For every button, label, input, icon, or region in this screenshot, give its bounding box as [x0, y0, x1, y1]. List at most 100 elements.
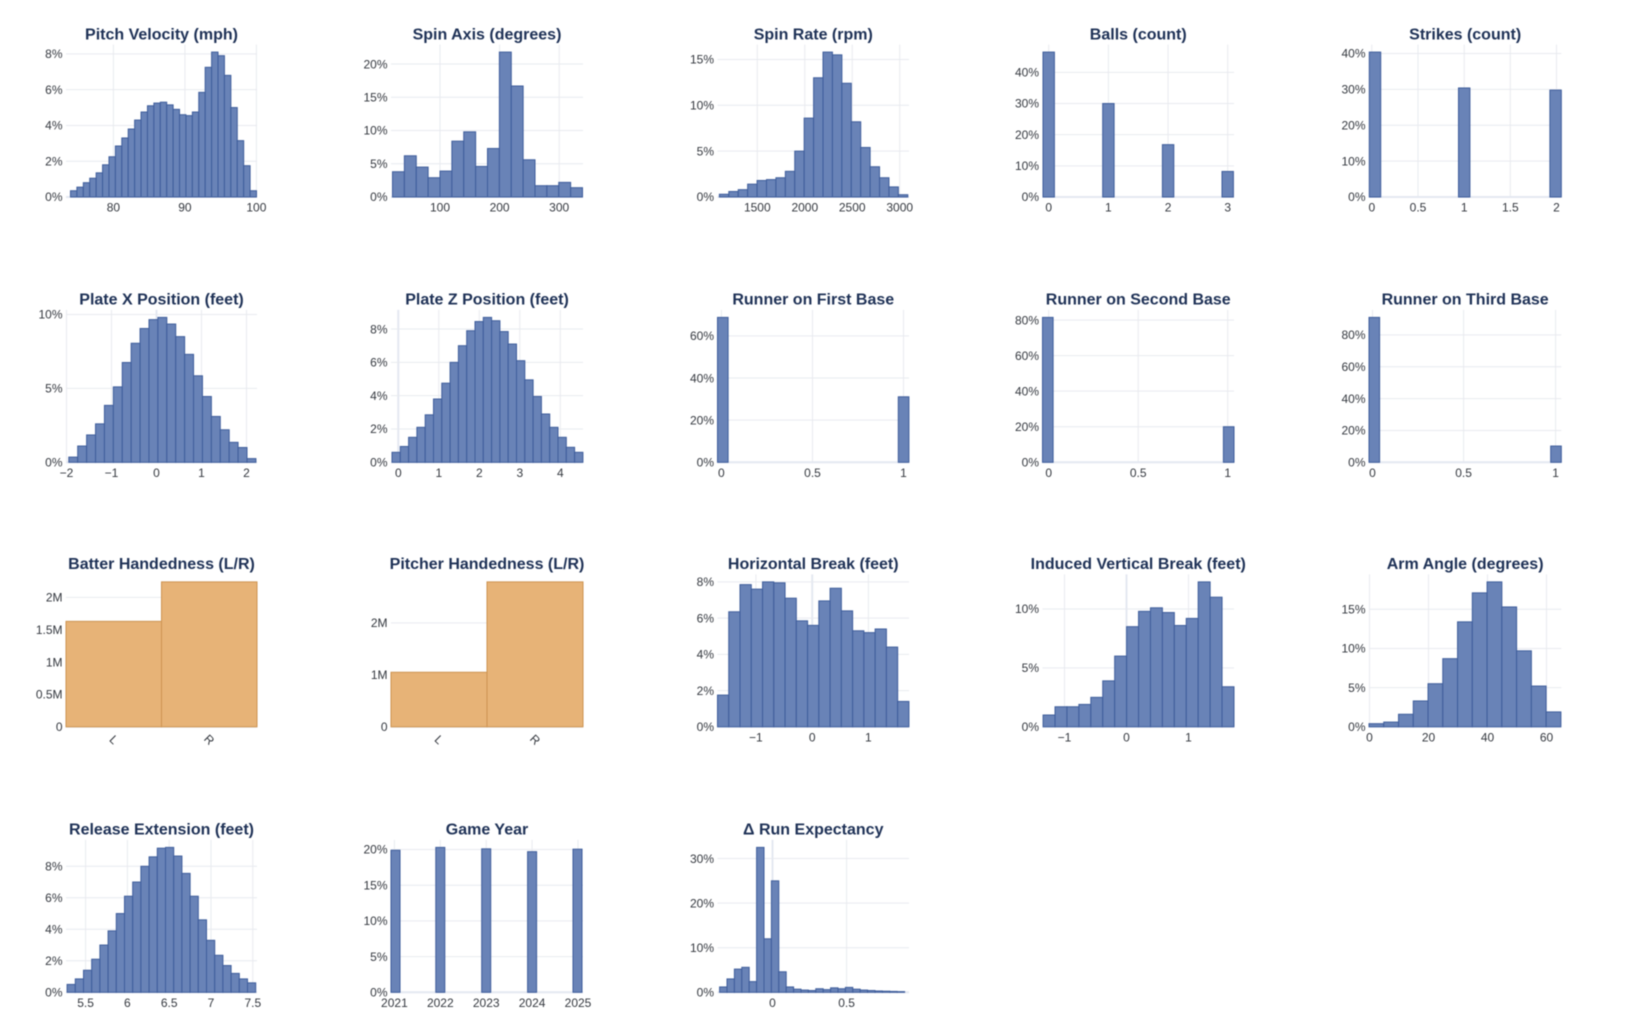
svg-text:1: 1 — [1461, 201, 1468, 215]
svg-text:Batter Handedness (L/R): Batter Handedness (L/R) — [68, 556, 255, 573]
svg-text:300: 300 — [549, 201, 569, 215]
svg-text:20%: 20% — [363, 843, 387, 857]
svg-text:10%: 10% — [1015, 159, 1039, 173]
svg-text:10%: 10% — [1341, 642, 1365, 656]
svg-text:30%: 30% — [690, 852, 714, 866]
svg-text:60%: 60% — [690, 329, 714, 343]
svg-text:10%: 10% — [363, 914, 387, 928]
svg-text:0: 0 — [1368, 201, 1375, 215]
svg-text:6: 6 — [124, 996, 131, 1010]
svg-text:1: 1 — [865, 730, 872, 744]
svg-text:0.5: 0.5 — [804, 466, 821, 480]
svg-text:0%: 0% — [370, 986, 388, 1000]
svg-text:30%: 30% — [1015, 97, 1039, 111]
svg-text:20%: 20% — [690, 413, 714, 427]
svg-text:2: 2 — [1165, 201, 1172, 215]
svg-text:40%: 40% — [1015, 66, 1039, 80]
svg-text:40%: 40% — [1341, 392, 1365, 406]
svg-text:1.5M: 1.5M — [36, 623, 63, 637]
svg-text:0: 0 — [56, 720, 63, 734]
svg-text:0%: 0% — [45, 456, 63, 470]
svg-text:0: 0 — [809, 730, 816, 744]
svg-text:0: 0 — [1366, 730, 1373, 744]
svg-text:0%: 0% — [1348, 190, 1366, 204]
svg-text:4%: 4% — [370, 389, 388, 403]
svg-text:6%: 6% — [697, 611, 715, 625]
svg-text:Plate X Position (feet): Plate X Position (feet) — [79, 292, 243, 309]
svg-text:15%: 15% — [1341, 603, 1365, 617]
svg-text:2%: 2% — [697, 684, 715, 698]
svg-text:0%: 0% — [697, 456, 715, 470]
svg-text:100: 100 — [430, 201, 450, 215]
svg-text:0%: 0% — [697, 190, 715, 204]
svg-text:0.5: 0.5 — [1455, 466, 1472, 480]
svg-text:1: 1 — [1552, 466, 1559, 480]
svg-text:0%: 0% — [45, 190, 63, 204]
svg-text:7: 7 — [208, 996, 215, 1010]
svg-text:0: 0 — [381, 720, 388, 734]
svg-text:−1: −1 — [1058, 730, 1072, 744]
svg-text:Horizontal Break (feet): Horizontal Break (feet) — [728, 556, 899, 573]
svg-text:Runner on First Base: Runner on First Base — [732, 292, 894, 309]
svg-text:Runner on Third Base: Runner on Third Base — [1382, 292, 1549, 309]
svg-text:Δ Run Expectancy: Δ Run Expectancy — [743, 822, 884, 839]
svg-text:0: 0 — [395, 466, 402, 480]
svg-text:5%: 5% — [1022, 661, 1040, 675]
svg-text:Game Year: Game Year — [446, 822, 528, 839]
svg-text:20%: 20% — [1015, 128, 1039, 142]
svg-text:200: 200 — [490, 201, 510, 215]
svg-text:10%: 10% — [690, 941, 714, 955]
svg-text:0%: 0% — [1022, 720, 1040, 734]
svg-text:1M: 1M — [371, 668, 388, 682]
svg-text:3000: 3000 — [886, 201, 913, 215]
svg-text:40%: 40% — [1015, 384, 1039, 398]
svg-text:7.5: 7.5 — [244, 996, 261, 1010]
svg-text:3: 3 — [516, 466, 523, 480]
svg-text:0.5M: 0.5M — [36, 688, 63, 702]
svg-text:1: 1 — [1224, 466, 1231, 480]
svg-text:0%: 0% — [1022, 456, 1040, 470]
svg-text:0%: 0% — [1348, 720, 1366, 734]
svg-text:90: 90 — [178, 201, 192, 215]
svg-text:5%: 5% — [697, 144, 715, 158]
svg-text:0: 0 — [153, 466, 160, 480]
svg-text:2: 2 — [243, 466, 250, 480]
svg-text:4%: 4% — [45, 119, 63, 133]
svg-text:Arm Angle (degrees): Arm Angle (degrees) — [1387, 556, 1544, 573]
svg-text:2500: 2500 — [839, 201, 866, 215]
svg-text:60: 60 — [1540, 730, 1554, 744]
svg-text:1M: 1M — [46, 655, 63, 669]
svg-text:15%: 15% — [690, 53, 714, 67]
svg-text:5%: 5% — [1348, 681, 1366, 695]
svg-text:0.5: 0.5 — [1130, 466, 1147, 480]
svg-text:Induced Vertical Break (feet): Induced Vertical Break (feet) — [1031, 556, 1246, 573]
svg-text:3: 3 — [1224, 201, 1231, 215]
svg-text:0: 0 — [769, 996, 776, 1010]
svg-text:0%: 0% — [45, 986, 63, 1000]
svg-text:Pitch Velocity (mph): Pitch Velocity (mph) — [85, 26, 238, 43]
svg-text:100: 100 — [246, 201, 266, 215]
svg-text:0%: 0% — [370, 456, 388, 470]
svg-text:2024: 2024 — [519, 996, 546, 1010]
svg-text:2M: 2M — [46, 591, 63, 605]
svg-text:10%: 10% — [1341, 154, 1365, 168]
svg-text:Runner on Second Base: Runner on Second Base — [1046, 292, 1231, 309]
svg-text:0%: 0% — [370, 190, 388, 204]
svg-text:1: 1 — [1185, 730, 1192, 744]
svg-text:5%: 5% — [370, 157, 388, 171]
svg-text:1: 1 — [900, 466, 907, 480]
svg-text:5%: 5% — [370, 950, 388, 964]
svg-text:−1: −1 — [749, 730, 763, 744]
svg-text:30%: 30% — [1341, 83, 1365, 97]
svg-text:6%: 6% — [370, 356, 388, 370]
svg-text:Pitcher Handedness (L/R): Pitcher Handedness (L/R) — [390, 556, 585, 573]
svg-text:0%: 0% — [1348, 456, 1366, 470]
svg-text:80: 80 — [107, 201, 121, 215]
svg-text:10%: 10% — [1015, 602, 1039, 616]
svg-text:5.5: 5.5 — [77, 996, 94, 1010]
svg-text:5%: 5% — [45, 382, 63, 396]
svg-text:20%: 20% — [690, 896, 714, 910]
svg-text:−1: −1 — [105, 466, 119, 480]
svg-text:2%: 2% — [45, 154, 63, 168]
svg-text:4%: 4% — [697, 648, 715, 662]
